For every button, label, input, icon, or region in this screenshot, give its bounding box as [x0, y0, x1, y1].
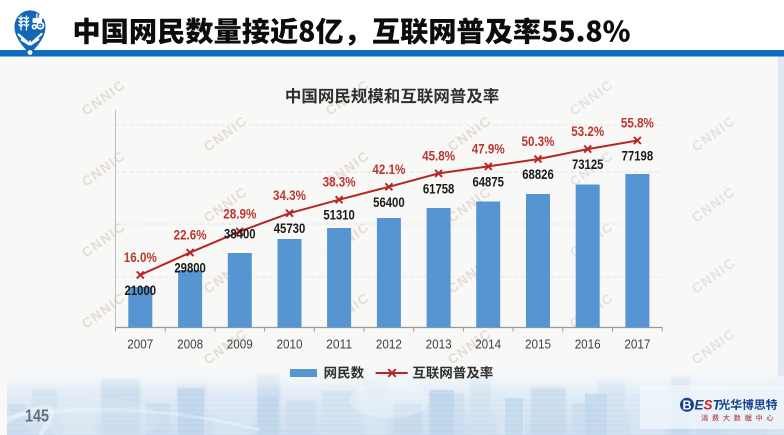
svg-text:51310: 51310 [323, 208, 355, 223]
svg-text:45730: 45730 [274, 221, 306, 236]
svg-text:2016: 2016 [575, 338, 601, 352]
svg-text:2010: 2010 [277, 338, 303, 352]
svg-text:34.3%: 34.3% [273, 188, 306, 203]
svg-text:50.3%: 50.3% [522, 134, 555, 149]
svg-text:38.3%: 38.3% [323, 175, 356, 190]
svg-text:77198: 77198 [622, 149, 654, 164]
svg-text:55.8%: 55.8% [621, 116, 654, 131]
svg-text:42.1%: 42.1% [372, 162, 405, 177]
svg-text:56400: 56400 [373, 195, 405, 210]
svg-text:45.8%: 45.8% [422, 148, 455, 163]
svg-text:28.9%: 28.9% [223, 206, 256, 221]
svg-text:29800: 29800 [174, 261, 206, 276]
svg-text:68826: 68826 [522, 167, 554, 182]
svg-text:145: 145 [25, 406, 49, 426]
svg-text:2015: 2015 [525, 338, 551, 352]
svg-text:61758: 61758 [423, 181, 455, 196]
svg-text:2017: 2017 [624, 338, 650, 352]
svg-text:2011: 2011 [326, 338, 352, 352]
svg-text:64875: 64875 [472, 174, 504, 189]
svg-text:B: B [682, 398, 691, 412]
svg-text:22.6%: 22.6% [174, 228, 207, 243]
svg-text:2007: 2007 [127, 338, 153, 352]
svg-text:2012: 2012 [376, 338, 402, 352]
svg-text:53.2%: 53.2% [571, 124, 604, 139]
svg-text:2008: 2008 [177, 338, 203, 352]
svg-text:73125: 73125 [572, 157, 604, 172]
svg-text:2013: 2013 [426, 338, 452, 352]
svg-text:21000: 21000 [125, 283, 157, 298]
svg-text:16.0%: 16.0% [124, 250, 157, 265]
svg-text:38400: 38400 [224, 227, 256, 242]
svg-text:2009: 2009 [227, 338, 253, 352]
svg-text:47.9%: 47.9% [472, 141, 505, 156]
svg-text:2014: 2014 [475, 338, 501, 352]
svg-text:EST: EST [695, 398, 723, 413]
